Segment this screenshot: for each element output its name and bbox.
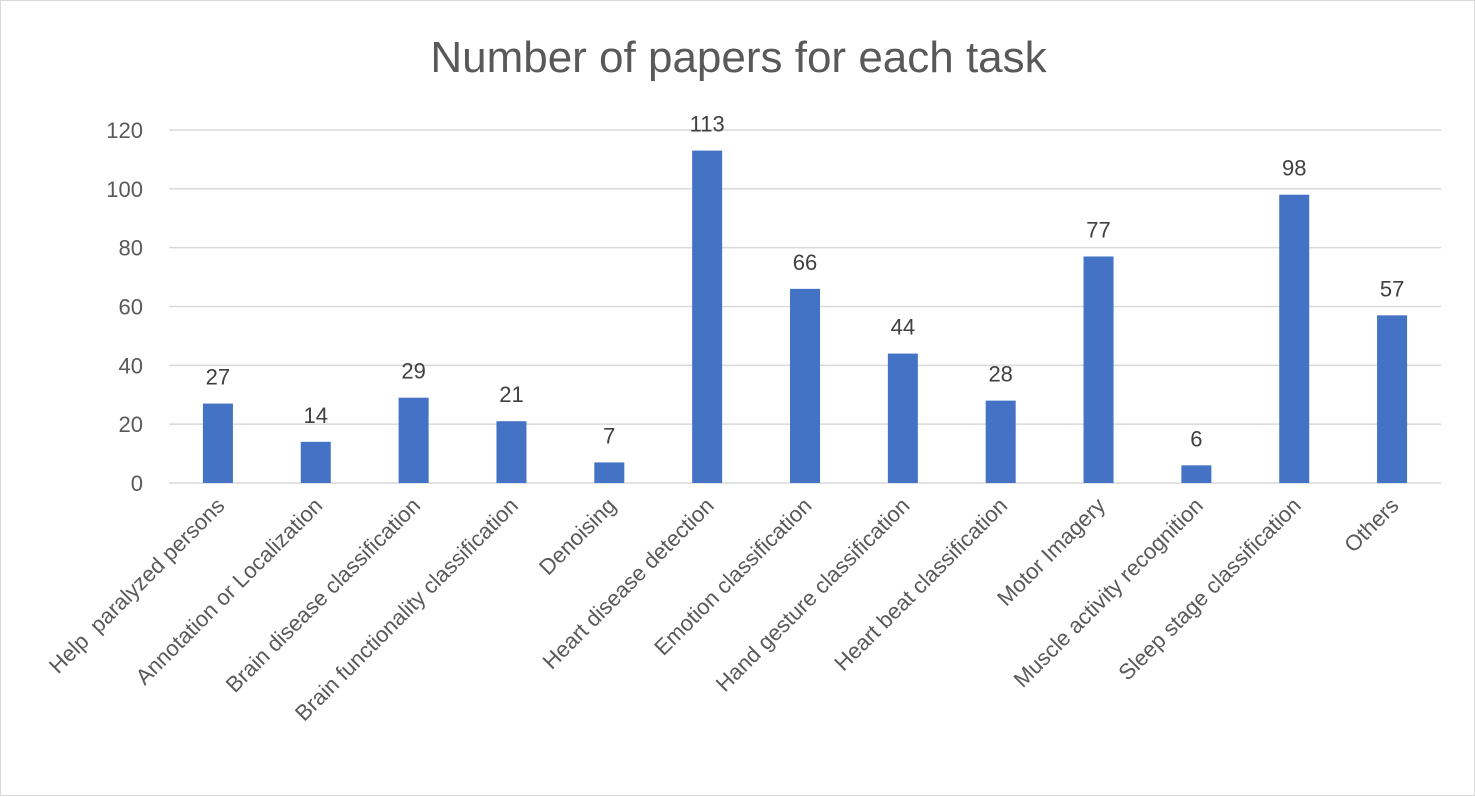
y-tick-label: 40: [119, 353, 143, 378]
y-tick-label: 80: [119, 236, 143, 261]
x-category-label: Hand gesture classification: [711, 493, 915, 697]
bar: [1083, 256, 1114, 483]
x-category-label: Emotion classification: [649, 493, 816, 660]
bar: [202, 403, 233, 483]
data-label: 98: [1282, 156, 1306, 181]
chart-title: Number of papers for each task: [430, 33, 1047, 82]
bars: [202, 150, 1408, 483]
bar: [790, 288, 820, 483]
data-label: 29: [401, 359, 425, 384]
y-tick-label: 20: [119, 412, 143, 437]
x-category-label: Annotation or Localization: [131, 493, 328, 690]
data-labels: 27 14 29 21 7 113 66 44 28 77 6 98 57: [206, 112, 1405, 452]
data-label: 6: [1190, 426, 1202, 451]
bar: [692, 150, 723, 483]
bar: [594, 462, 625, 483]
x-category-label: Sleep stage classification: [1113, 493, 1305, 685]
bar: [398, 397, 429, 483]
y-tick-label: 60: [119, 295, 143, 320]
data-label: 21: [499, 382, 523, 407]
y-axis-ticks: 0 20 40 60 80 100 120: [106, 118, 143, 496]
x-category-label: Others: [1339, 493, 1403, 557]
x-category-label: Muscle activity recognition: [1009, 493, 1208, 692]
data-label: 7: [603, 423, 615, 448]
y-tick-label: 100: [106, 177, 143, 202]
bar: [1377, 315, 1408, 483]
x-category-label: Denoising: [534, 493, 621, 580]
bar: [496, 421, 527, 483]
x-category-label: Heart beat classification: [829, 493, 1012, 676]
data-label: 28: [988, 362, 1012, 387]
y-tick-label: 120: [106, 118, 143, 143]
data-label: 57: [1380, 276, 1404, 301]
data-label: 14: [304, 403, 328, 428]
y-tick-label: 0: [131, 471, 143, 496]
bar: [985, 400, 1016, 483]
bar: [1181, 465, 1212, 483]
x-category-label: Brain disease classification: [221, 493, 425, 697]
data-label: 66: [793, 250, 817, 275]
x-category-label: Help paralyzed persons: [44, 493, 229, 678]
bar: [887, 353, 918, 483]
bar: [300, 441, 331, 483]
data-label: 27: [206, 365, 230, 390]
data-label: 44: [891, 315, 915, 340]
data-label: 77: [1086, 217, 1110, 242]
data-label: 113: [690, 112, 725, 137]
bar: [1279, 194, 1310, 483]
x-category-label: Heart disease detection: [538, 493, 719, 674]
